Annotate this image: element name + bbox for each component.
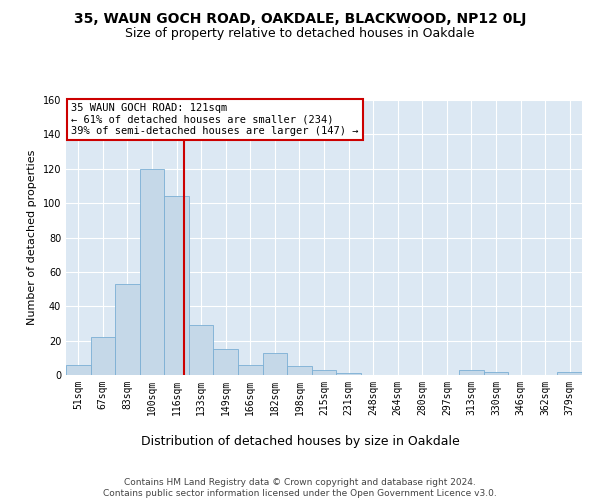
Y-axis label: Number of detached properties: Number of detached properties xyxy=(27,150,37,325)
Bar xyxy=(140,169,164,375)
Bar xyxy=(238,364,263,375)
Bar xyxy=(164,196,189,375)
Bar xyxy=(189,325,214,375)
Bar xyxy=(484,372,508,375)
Bar xyxy=(91,337,115,375)
Text: Contains HM Land Registry data © Crown copyright and database right 2024.
Contai: Contains HM Land Registry data © Crown c… xyxy=(103,478,497,498)
Text: 35, WAUN GOCH ROAD, OAKDALE, BLACKWOOD, NP12 0LJ: 35, WAUN GOCH ROAD, OAKDALE, BLACKWOOD, … xyxy=(74,12,526,26)
Bar xyxy=(115,284,140,375)
Bar xyxy=(287,366,312,375)
Bar xyxy=(214,349,238,375)
Bar xyxy=(312,370,336,375)
Bar xyxy=(66,364,91,375)
Text: Distribution of detached houses by size in Oakdale: Distribution of detached houses by size … xyxy=(140,435,460,448)
Bar xyxy=(557,372,582,375)
Bar xyxy=(459,370,484,375)
Text: 35 WAUN GOCH ROAD: 121sqm
← 61% of detached houses are smaller (234)
39% of semi: 35 WAUN GOCH ROAD: 121sqm ← 61% of detac… xyxy=(71,103,359,136)
Bar xyxy=(336,374,361,375)
Bar xyxy=(263,352,287,375)
Text: Size of property relative to detached houses in Oakdale: Size of property relative to detached ho… xyxy=(125,28,475,40)
